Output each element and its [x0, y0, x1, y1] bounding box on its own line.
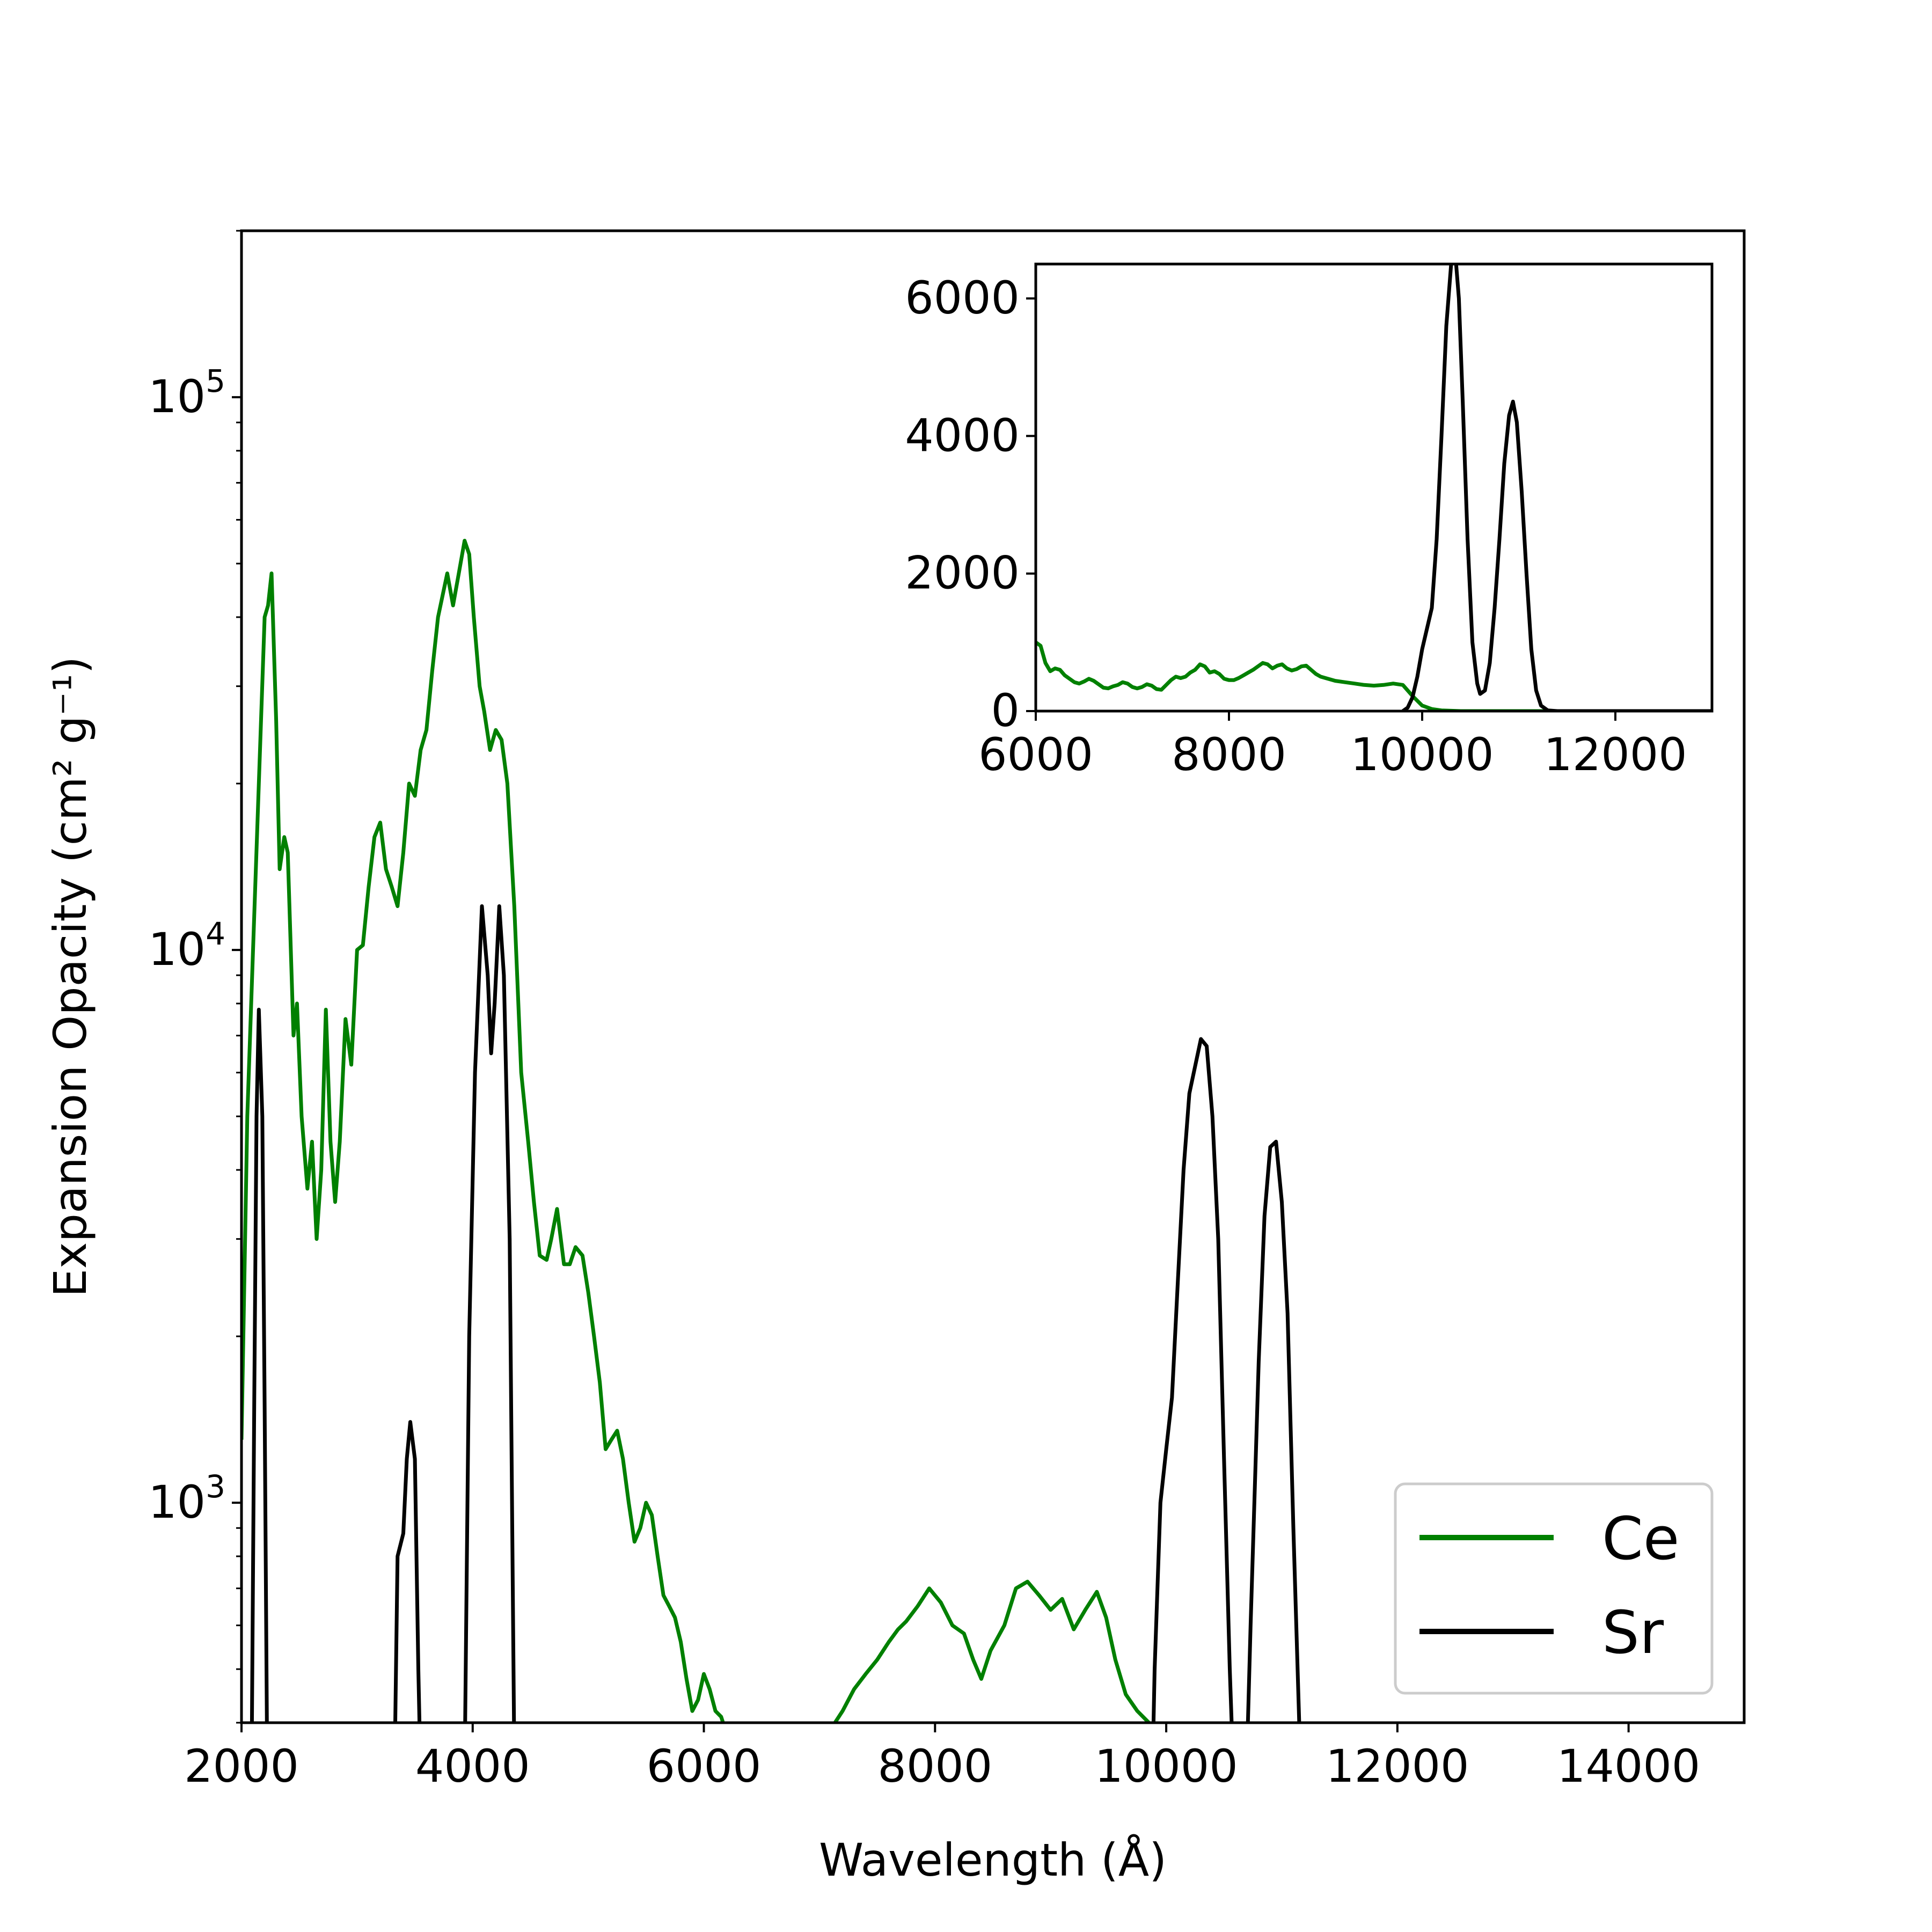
legend: Ce Sr — [1394, 1482, 1714, 1695]
inset-series-line-sr — [1401, 264, 1712, 711]
y-tick-label: 105 — [148, 363, 225, 423]
inset-y-tick-label: 0 — [991, 684, 1020, 737]
x-tick-label: 2000 — [184, 1740, 299, 1792]
inset-x-tick-label: 12000 — [1543, 728, 1687, 781]
series-line-ce — [241, 539, 1152, 1723]
x-axis-label: Wavelength (Å) — [819, 1833, 1167, 1886]
y-tick-label: 103 — [148, 1468, 225, 1528]
inset-y-tick-label: 6000 — [905, 272, 1020, 324]
x-tick-label: 14000 — [1557, 1740, 1700, 1792]
main-plot-frame — [240, 229, 1746, 1724]
legend-label-ce: Ce — [1602, 1504, 1679, 1573]
x-tick-label: 10000 — [1094, 1740, 1238, 1792]
inset-chart: 6000 8000 10000 12000 0 2000 4000 6000 — [905, 262, 1714, 781]
legend-label-sr: Sr — [1602, 1598, 1664, 1667]
y-axis-label: Expansion Opacity (cm² g⁻¹) — [44, 656, 97, 1297]
inset-y-tick-label: 4000 — [905, 409, 1020, 462]
x-tick-label: 6000 — [647, 1740, 762, 1792]
inset-series-line-ce — [1036, 640, 1712, 711]
x-tick-label: 8000 — [877, 1740, 992, 1792]
x-tick-label: 12000 — [1326, 1740, 1469, 1792]
inset-x-tick-label: 10000 — [1350, 728, 1494, 781]
inset-y-tick-label: 2000 — [905, 547, 1020, 599]
inset-x-tick-label: 6000 — [978, 728, 1093, 781]
series-line-sr — [250, 904, 1301, 1723]
main-chart: 2000 4000 6000 8000 10000 12000 14000 103 104 10… — [44, 229, 1746, 1886]
inset-plot-frame — [1034, 262, 1714, 713]
x-tick-label: 4000 — [415, 1740, 530, 1792]
inset-x-tick-label: 8000 — [1172, 728, 1286, 781]
y-tick-label: 104 — [148, 916, 225, 976]
